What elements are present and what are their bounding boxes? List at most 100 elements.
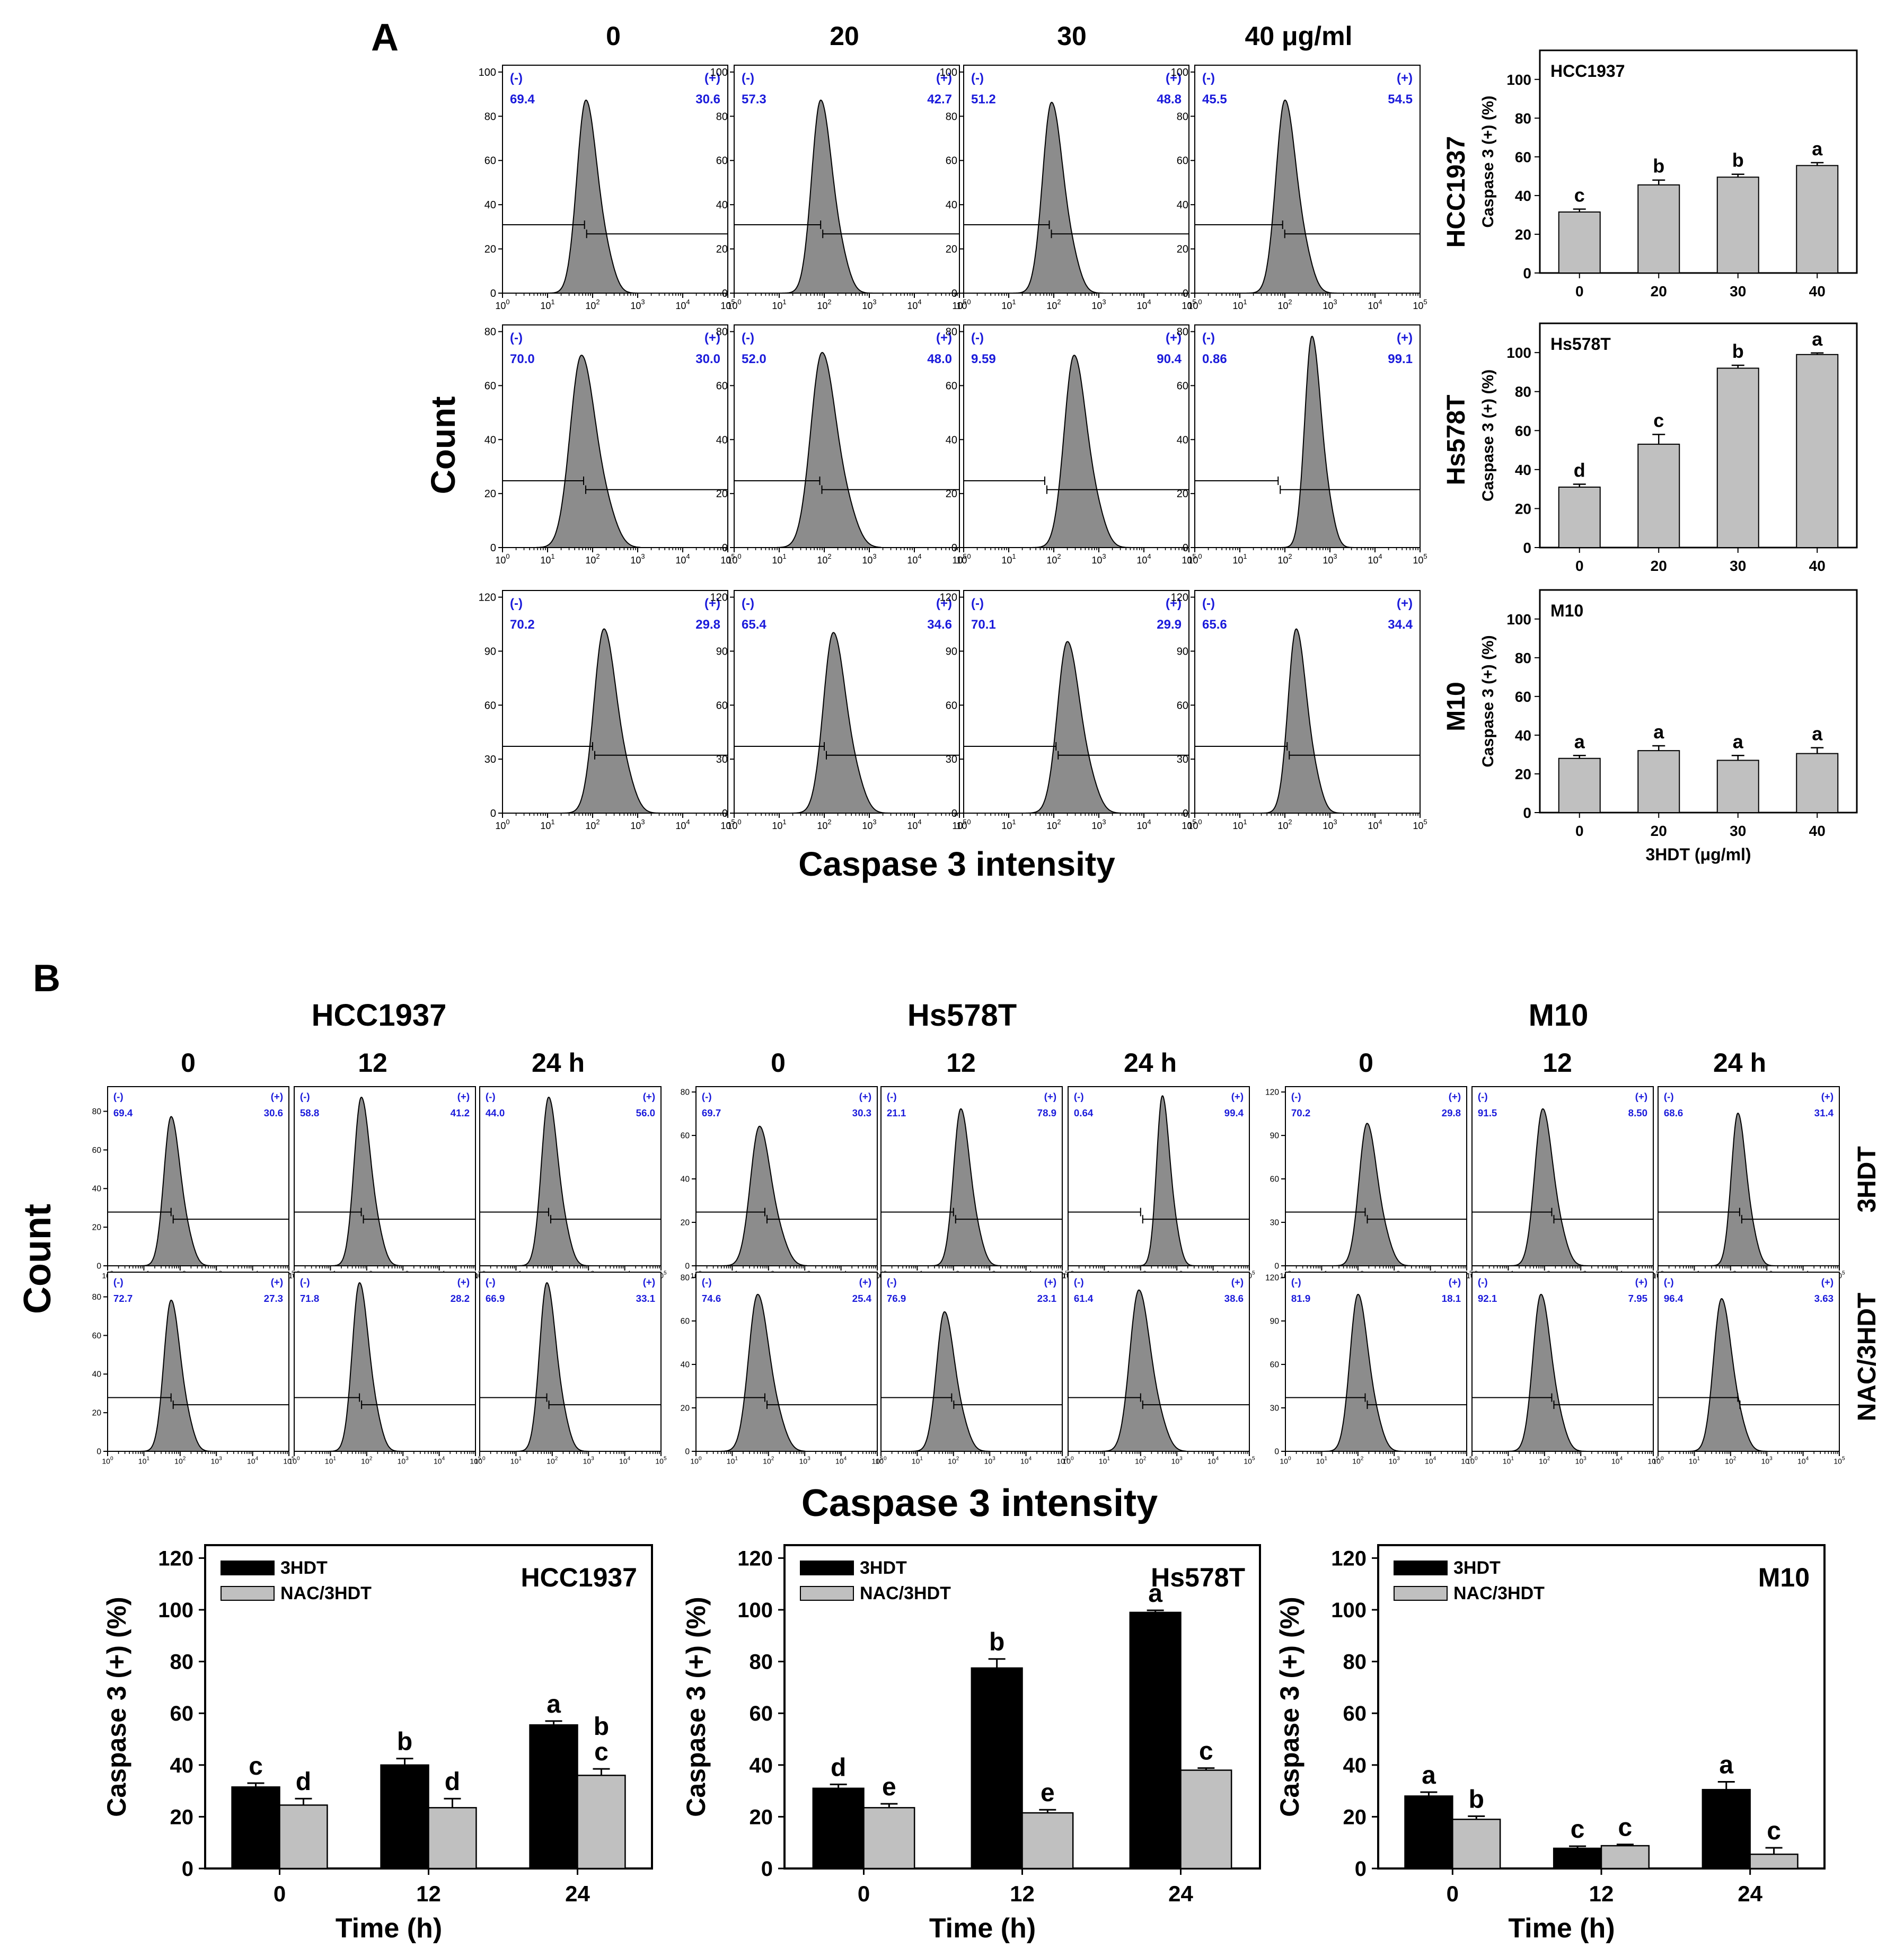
histogram-area <box>1240 99 1344 294</box>
gate-neg-label: (-) <box>971 71 984 85</box>
histogram-hcc1937-3hdt-0h: 020406080100101102103104105(-)69.4(+)30.… <box>92 1086 295 1280</box>
histogram-hs578t-nac-24h: 100 101 102 103 104 105(-)61.4(+)38.6 <box>1062 1272 1255 1465</box>
x-tick-label: 102 <box>1277 552 1292 566</box>
x-tick-exponent: 2 <box>771 1456 774 1461</box>
gate-pos-percent: 42.7 <box>927 92 952 107</box>
histogram-area <box>1126 1095 1210 1266</box>
y-tick-label: 40 <box>716 434 728 446</box>
histogram-area <box>512 1096 596 1266</box>
significance-letter: a <box>1733 730 1744 752</box>
x-tick-exponent: 5 <box>1192 818 1196 826</box>
x-tick-exponent: 3 <box>1333 818 1337 826</box>
x-tick-label: 102 <box>1277 298 1292 311</box>
y-tick-label: 80 <box>1515 384 1531 400</box>
x-tick-label: 103 <box>630 298 645 311</box>
gate-pos-percent: 30.3 <box>852 1107 871 1118</box>
x-tick-exponent: 5 <box>1469 1456 1473 1461</box>
x-tick-exponent: 5 <box>1252 1270 1255 1276</box>
x-tick-label: 102 <box>585 298 600 311</box>
x-tick-exponent: 1 <box>551 298 554 306</box>
x-tick-exponent: 1 <box>1012 818 1016 826</box>
histogram-frame <box>107 1086 289 1266</box>
x-tick-exponent: 0 <box>110 1456 113 1461</box>
x-tick-label: 100 <box>690 1456 702 1465</box>
histogram-area <box>1022 641 1126 814</box>
x-tick-label: 103 <box>630 552 645 566</box>
gate-pos-label: (+) <box>1166 596 1182 611</box>
y-tick-label: 80 <box>1177 327 1188 338</box>
y-tick-label: 80 <box>946 327 957 338</box>
significance-letter: b <box>594 1713 609 1741</box>
x-tick-label: 105 <box>952 298 966 311</box>
histogram-area <box>1006 101 1110 294</box>
y-tick-label: 0 <box>1183 542 1188 554</box>
gate-pos-percent: 78.9 <box>1037 1107 1056 1118</box>
y-tick-label: 30 <box>1177 754 1188 765</box>
gate-pos-label: (+) <box>1397 331 1413 345</box>
y-tick-label: 100 <box>1506 345 1531 361</box>
gate-neg-label: (-) <box>1664 1091 1674 1102</box>
significance-letter: c <box>1767 1817 1781 1845</box>
panel-a-y-axis-label: Count <box>424 396 462 495</box>
y-tick-label: 60 <box>1270 1175 1280 1184</box>
x-tick-label: 100 <box>875 1456 887 1465</box>
x-tick-label: 104 <box>1207 1456 1219 1465</box>
histogram-area <box>908 1311 992 1452</box>
x-tick-exponent: 5 <box>731 552 735 560</box>
y-tick-label: 40 <box>1515 462 1531 478</box>
row-label-nac-3hdt: NAC/3HDT <box>1853 1293 1881 1422</box>
y-tick-label: 20 <box>681 1218 690 1227</box>
significance-letter: c <box>1571 1815 1585 1844</box>
significance-letter: c <box>1653 410 1664 431</box>
x-tick-label: 105 <box>1413 818 1427 831</box>
y-tick-label: 20 <box>716 244 728 255</box>
bar-3hdt <box>1702 1788 1751 1870</box>
gate-pos-label: (+) <box>859 1091 871 1102</box>
y-tick-label: 60 <box>946 155 957 167</box>
x-tick-label: 100 <box>495 298 509 311</box>
gate-neg-label: (-) <box>971 596 984 611</box>
x-tick-exponent: 3 <box>641 818 645 826</box>
gate-neg-percent: 92.1 <box>1478 1293 1497 1304</box>
x-tick-exponent: 1 <box>551 552 554 560</box>
histogram-area <box>775 99 879 294</box>
legend-label: NAC/3HDT <box>1453 1583 1545 1603</box>
gate-neg-percent: 69.7 <box>702 1107 721 1118</box>
x-tick-exponent: 4 <box>1378 552 1382 560</box>
y-tick-label: 0 <box>96 1262 101 1271</box>
y-tick-label: 90 <box>1270 1132 1280 1141</box>
x-tick-label: 100 <box>495 552 509 566</box>
x-tick-label: 40 <box>1809 283 1826 299</box>
histogram-frame <box>734 65 960 294</box>
gate-pos-percent: 7.95 <box>1628 1293 1647 1304</box>
y-tick-label: 60 <box>716 380 728 392</box>
x-tick-label: 0 <box>1447 1881 1459 1906</box>
histogram-area <box>722 1125 807 1266</box>
x-tick-label: 101 <box>1001 818 1016 831</box>
histogram-area <box>788 632 892 814</box>
x-tick-label: 20 <box>1651 283 1667 299</box>
x-tick-label: 101 <box>1689 1456 1700 1465</box>
x-tick-label: 100 <box>1466 1456 1478 1465</box>
bar-chart-frame <box>1539 49 1858 274</box>
legend-swatch <box>1394 1586 1448 1601</box>
y-tick-label: 100 <box>710 67 728 78</box>
y-tick-label: 80 <box>92 1293 102 1302</box>
time-header-m10-12: 12 <box>1542 1048 1572 1078</box>
gate-pos-label: (+) <box>859 1276 871 1288</box>
gate-neg-label: (-) <box>1291 1091 1301 1102</box>
x-tick-exponent: 4 <box>1029 1456 1032 1461</box>
x-tick-label: 101 <box>540 552 554 566</box>
x-tick-exponent: 0 <box>1661 1456 1664 1461</box>
x-tick-exponent: 3 <box>1179 1456 1183 1461</box>
y-tick-label: 40 <box>1177 199 1188 211</box>
gate-pos-label: (+) <box>1397 596 1413 611</box>
x-tick-label: 104 <box>619 1456 631 1465</box>
